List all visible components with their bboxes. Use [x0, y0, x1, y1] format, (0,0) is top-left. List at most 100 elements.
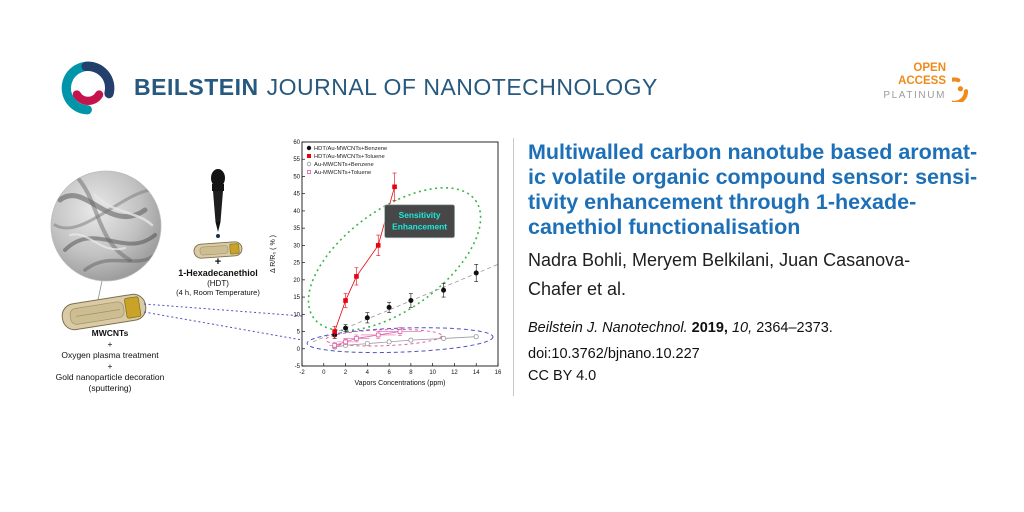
hdt-caption-line: (HDT)	[207, 279, 229, 288]
process-graphic	[50, 169, 303, 341]
title-line: Multiwalled carbon nanotube based aromat…	[528, 140, 978, 164]
data-point	[392, 184, 397, 190]
svg-text:6: 6	[387, 370, 391, 376]
authors-line: Nadra Bohli, Meryem Belkilani, Juan Casa…	[528, 250, 911, 270]
data-point	[473, 270, 479, 276]
data-point	[307, 153, 312, 158]
citation-pages: 2364–2373.	[756, 320, 833, 336]
data-point	[364, 341, 370, 347]
svg-text:Au-MWCNTs+Benzene: Au-MWCNTs+Benzene	[314, 162, 374, 168]
title-line: canethiol functionalisation	[528, 215, 801, 239]
data-point	[343, 339, 348, 345]
sensitivity-chart: -2 0 2 4 6 8 10 12 14 16 -5 0 5 10 15 20 25 30 35 40 45 50 55 6…	[270, 140, 502, 387]
connector-dotted-bottom	[143, 311, 303, 341]
open-access-access: ACCESS	[898, 75, 946, 87]
sem-to-chip-line	[97, 280, 103, 301]
citation-volume: 10,	[731, 320, 753, 336]
svg-text:0: 0	[297, 347, 301, 353]
svg-text:5: 5	[297, 330, 301, 336]
connector-dotted-top	[143, 303, 303, 317]
data-point	[307, 170, 312, 175]
data-point	[397, 329, 403, 334]
process-caption-line: MWCNTs	[91, 328, 129, 338]
process-caption-line: Oxygen plasma treatment	[61, 350, 159, 360]
svg-text:Au-MWCNTs+Toluene: Au-MWCNTs+Toluene	[314, 170, 371, 176]
data-point	[441, 335, 447, 341]
data-point	[375, 332, 381, 338]
hdt-caption-line: +	[214, 256, 222, 268]
citation-year: 2019,	[691, 320, 728, 336]
svg-text:25: 25	[293, 261, 300, 267]
hdt-caption: +1-Hexadecanethiol (HDT) (4 h, Room Temper…	[156, 257, 280, 298]
citation-journal: Beilstein J. Nanotechnol.	[528, 320, 688, 336]
mwcnt-process-caption: MWCNTs + Oxygen plasma treatment + Gold nano…	[28, 328, 192, 394]
citation: Beilstein J. Nanotechnol. 2019, 10, 2364–23…	[528, 320, 833, 336]
svg-text:45: 45	[293, 192, 300, 198]
svg-text:16: 16	[495, 370, 502, 376]
data-point	[386, 339, 392, 345]
title-line: ic volatile organic compound sensor: sen…	[528, 165, 978, 189]
svg-text:HDT/Au-MWCNTs+Benzene: HDT/Au-MWCNTs+Benzene	[314, 146, 387, 152]
data-point	[473, 334, 479, 340]
hdt-caption-line: 1-Hexadecanethiol	[178, 268, 258, 278]
highlight-ellipse	[306, 327, 494, 354]
y-axis-label: Δ R/R₀ ( % )	[270, 235, 277, 273]
svg-text:40: 40	[293, 209, 300, 215]
license-text: CC BY 4.0	[528, 368, 597, 384]
hdt-chip	[193, 241, 243, 259]
svg-text:Sensitivity: Sensitivity	[399, 210, 441, 220]
svg-text:10: 10	[429, 370, 436, 376]
process-caption-line: +	[107, 339, 113, 349]
sensitivity-enhancement-box	[384, 204, 455, 239]
svg-text:HDT/Au-MWCNTs+Toluene: HDT/Au-MWCNTs+Toluene	[314, 154, 385, 160]
highlight-ellipse	[307, 187, 482, 332]
svg-text:55: 55	[293, 157, 300, 163]
svg-text:2: 2	[344, 370, 348, 376]
drop-icon	[216, 234, 220, 238]
data-point	[408, 337, 414, 343]
process-caption-line: +	[107, 361, 113, 371]
data-point	[354, 274, 359, 279]
data-point	[386, 304, 392, 310]
logo-crimson-arc	[72, 90, 104, 106]
data-point	[306, 145, 312, 151]
svg-text:35: 35	[293, 226, 300, 232]
svg-text:10: 10	[293, 312, 300, 318]
dropper-icon	[211, 169, 225, 238]
svg-text:20: 20	[293, 278, 300, 284]
vertical-divider	[513, 138, 514, 396]
sem-micrograph	[50, 170, 162, 282]
data-point	[306, 161, 312, 167]
process-caption-line: (sputtering)	[88, 383, 132, 393]
data-point	[408, 298, 414, 304]
data-point	[364, 315, 370, 321]
beilstein-logo	[61, 61, 115, 115]
data-point	[375, 243, 381, 248]
open-access-badge: OPEN ACCESS PLATINUM	[872, 62, 988, 102]
svg-text:30: 30	[293, 243, 300, 249]
x-axis-label: Vapors Concentrations (ppm)	[355, 380, 446, 387]
logo-navy-arc	[81, 61, 115, 99]
svg-text:12: 12	[451, 370, 458, 376]
svg-text:50: 50	[293, 174, 300, 180]
data-point	[354, 336, 359, 341]
article-authors: Nadra Bohli, Meryem Belkilani, Juan Casa…	[528, 246, 998, 304]
highlight-ellipse	[325, 328, 443, 347]
doi-text: doi:10.3762/bjnano.10.227	[528, 346, 700, 362]
svg-text:0: 0	[322, 370, 326, 376]
svg-text:-2: -2	[299, 370, 305, 376]
process-caption-line: Gold nanoparticle decoration	[55, 372, 165, 382]
data-point	[441, 287, 447, 293]
article-title: Multiwalled carbon nanotube based aromat…	[528, 140, 1006, 240]
open-lock-icon	[952, 77, 969, 102]
svg-text:-5: -5	[295, 364, 301, 370]
authors-line: Chafer et al.	[528, 279, 627, 299]
open-access-text: OPEN ACCESS PLATINUM	[883, 62, 946, 102]
svg-text:60: 60	[293, 140, 300, 146]
svg-text:8: 8	[409, 370, 413, 376]
journal-name: BEILSTEIN JOURNAL OF NANOTECHNOLOGY	[134, 74, 658, 101]
mwcnt-sensor-chip	[61, 293, 147, 331]
svg-text:14: 14	[473, 370, 480, 376]
plot-frame	[301, 141, 499, 367]
